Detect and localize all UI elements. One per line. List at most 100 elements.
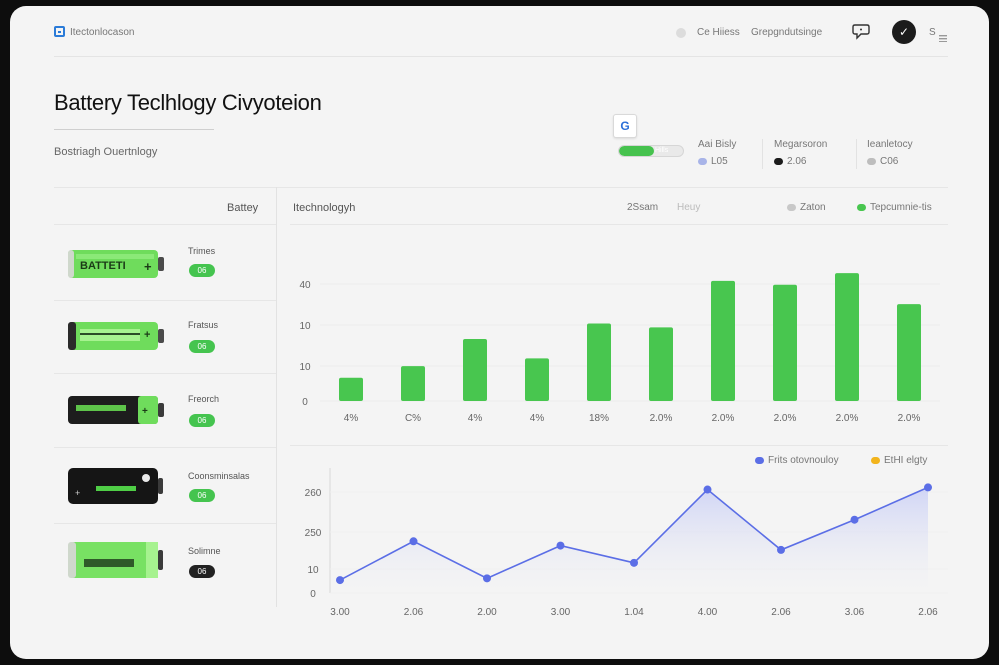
bar-panel-header-line <box>290 224 948 225</box>
line-chart: 0 10 250 260 3.00 2.06 2.00 3.00 1.04 4.00 2.06 3.0… <box>305 468 948 618</box>
bar[interactable] <box>401 366 425 401</box>
battery-row-2[interactable]: + Fratsus 06 <box>66 314 266 370</box>
battery-row-2-label: Fratsus <box>188 320 219 330</box>
bar-legend-1-dot <box>787 203 796 211</box>
status-dot <box>676 28 686 38</box>
line-point[interactable] <box>703 485 712 494</box>
legend-group-3-title: Ieanletocy <box>867 139 913 150</box>
battery-panel-heading: Battey <box>227 202 259 214</box>
line-legend-2-dot <box>871 456 880 464</box>
row-divider <box>54 523 276 524</box>
battery-row-5-label: Solimne <box>188 546 221 556</box>
google-translate-icon[interactable]: G <box>613 114 637 138</box>
bar[interactable] <box>773 284 797 401</box>
battery-row-5[interactable]: Solimne 06 <box>66 536 266 592</box>
bar-y-tick: 40 <box>299 280 311 291</box>
row-divider <box>54 447 276 448</box>
bar-x-tick: 2.0% <box>836 413 859 424</box>
battery-row-1[interactable]: BATTETI + Trimes 06 <box>66 240 266 296</box>
line-x-tick: 2.06 <box>771 607 791 618</box>
bar-x-tick: 4% <box>530 413 545 424</box>
line-point[interactable] <box>409 537 418 546</box>
line-x-tick: 2.06 <box>404 607 424 618</box>
legend-group-1-title: Aai Bisly <box>698 139 737 150</box>
legend-group-2-value: 2.06 <box>787 156 807 167</box>
line-x-tick: 1.04 <box>624 607 644 618</box>
line-point[interactable] <box>336 576 344 585</box>
bar[interactable] <box>835 273 859 401</box>
legend-dot-1 <box>698 157 707 165</box>
bar-filter-1[interactable]: 2Ssam <box>627 202 659 213</box>
brand-name: Itectonlocason <box>70 27 135 38</box>
line-y-tick: 250 <box>305 528 322 539</box>
bar-x-tick: 2.0% <box>774 413 797 424</box>
bar-x-tick: 4% <box>344 413 359 424</box>
legend-dot-3 <box>867 157 876 165</box>
progress-pill: Hills <box>618 145 684 157</box>
line-x-tick: 2.00 <box>477 607 497 618</box>
svg-text:+: + <box>142 406 148 417</box>
bar-filter-2[interactable]: Heuy <box>677 202 701 213</box>
line-legend-2: EtHI elgty <box>871 455 927 466</box>
line-y-tick: 10 <box>307 565 319 576</box>
line-point[interactable] <box>483 574 491 583</box>
battery-row-3-badge: 06 <box>189 414 215 427</box>
topbar-divider <box>54 56 948 57</box>
line-area <box>340 487 928 593</box>
bar[interactable] <box>587 323 611 402</box>
battery-icon: + <box>68 396 164 424</box>
legend-group-3-item: C06 <box>867 156 898 167</box>
legend-group-2-item: 2.06 <box>774 156 806 167</box>
bar-panel-heading: Itechnologyh <box>293 202 356 214</box>
title-rule <box>54 129 214 130</box>
line-legend-1-label: Frits otovnouloy <box>768 455 839 466</box>
chat-icon[interactable] <box>852 22 872 40</box>
row-divider <box>54 300 276 301</box>
battery-row-3[interactable]: + Freorch 06 <box>66 388 266 444</box>
menu-icon[interactable]: S <box>929 27 936 38</box>
battery-icon: + <box>68 322 164 350</box>
line-x-tick: 4.00 <box>698 607 718 618</box>
bar[interactable] <box>649 327 673 401</box>
svg-text:+: + <box>144 259 152 274</box>
page-title: Battery Teclhlogy Civyoteion <box>54 90 322 115</box>
battery-row-2-badge: 06 <box>189 340 215 353</box>
svg-text:+: + <box>75 488 80 498</box>
bar[interactable] <box>525 358 549 401</box>
nav-item-1[interactable]: Ce Hiiess <box>697 27 740 38</box>
battery-row-3-label: Freorch <box>188 394 220 404</box>
brand-icon <box>54 26 65 37</box>
bar[interactable] <box>711 280 735 401</box>
legend-group-1-item: L05 <box>698 156 728 167</box>
legend-divider <box>856 139 857 169</box>
line-point[interactable] <box>924 483 932 492</box>
bar-legend-2-dot <box>857 203 866 211</box>
bar-legend-2-label: Tepcumnie-tis <box>870 202 932 213</box>
battery-row-4[interactable]: + Coonsminsalas 06 <box>66 462 266 518</box>
line-point[interactable] <box>777 545 785 554</box>
line-point[interactable] <box>850 515 859 524</box>
bar[interactable] <box>897 304 921 401</box>
menu-lines-icon[interactable] <box>939 29 947 43</box>
chart-divider <box>290 445 948 446</box>
line-y-tick: 0 <box>310 589 316 600</box>
legend-group-1-value: L05 <box>711 156 728 167</box>
page-subtitle: Bostriagh Ouertnlogy <box>54 146 158 158</box>
legend-group-2-title: Megarsoron <box>774 139 828 150</box>
bar-y-tick: 10 <box>299 321 311 332</box>
battery-icon: BATTETI + <box>68 250 164 278</box>
line-x-tick: 3.06 <box>845 607 865 618</box>
bar[interactable] <box>339 377 363 401</box>
check-icon[interactable]: ✓ <box>892 20 916 44</box>
line-x-tick: 2.06 <box>918 607 938 618</box>
bar-chart: 0 10 10 40 4% C% 4% 4% 18% 2.0% 2.0% 2.0% 2.0% 2.0% <box>299 273 940 424</box>
battery-row-1-badge: 06 <box>189 264 215 277</box>
progress-label: Hills <box>655 147 669 154</box>
bar[interactable] <box>463 339 487 401</box>
line-point[interactable] <box>556 541 565 550</box>
nav-item-2[interactable]: Grepgndutsinge <box>751 27 823 38</box>
line-point[interactable] <box>630 558 638 567</box>
line-x-tick: 3.00 <box>330 607 350 618</box>
bar-legend-1: Zaton <box>787 202 826 213</box>
app-window: Itectonlocason Ce Hiiess Grepgndutsinge … <box>10 6 989 659</box>
